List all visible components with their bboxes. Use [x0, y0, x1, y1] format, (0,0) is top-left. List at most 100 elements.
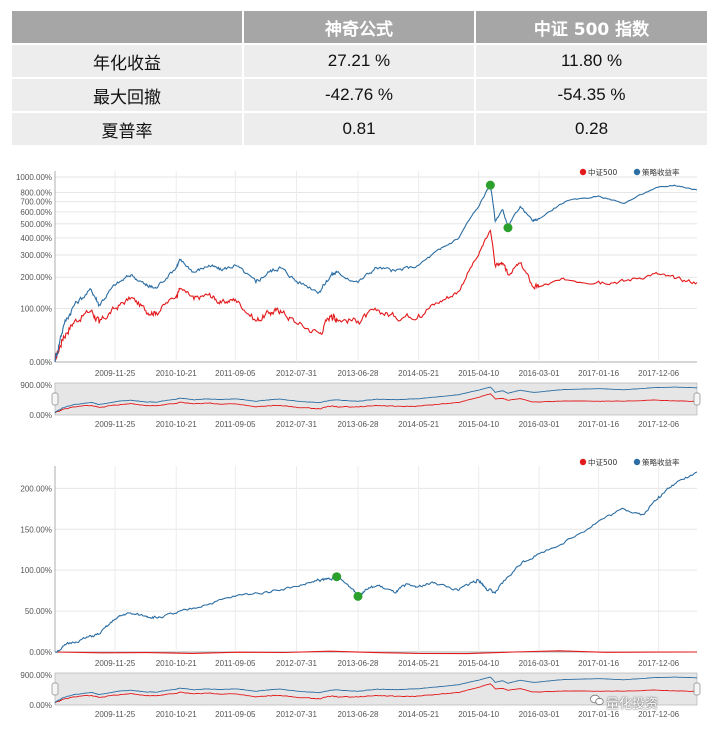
navigator-x-tick: 2014-05-21 [398, 710, 439, 719]
series-line-csi500 [54, 229, 698, 363]
y-tick-label: 100.00% [20, 305, 52, 314]
navigator-x-tick: 2015-04-10 [458, 420, 499, 429]
drawdown-marker [332, 572, 342, 582]
legend-label: 策略收益率 [642, 167, 680, 177]
legend-swatch [579, 458, 587, 466]
y-tick-label: 800.00% [20, 188, 52, 197]
navigator-x-tick: 2017-12-06 [638, 420, 679, 429]
navigator-y-tick: 900.00% [20, 381, 52, 390]
legend-swatch [633, 458, 641, 466]
y-tick-label: 600.00% [20, 208, 52, 217]
watermark-text: 量化投资 [606, 697, 659, 712]
y-tick-label: 0.00% [29, 358, 52, 367]
x-tick-label: 2011-09-05 [215, 659, 256, 668]
navigator-y-tick: 0.00% [29, 411, 52, 420]
navigator-line [54, 676, 697, 704]
x-tick-label: 2017-12-06 [638, 659, 679, 668]
navigator-handle-right[interactable] [693, 392, 701, 406]
navigator-x-tick: 2017-01-16 [578, 710, 619, 719]
legend-swatch [579, 168, 587, 176]
navigator-line [54, 393, 698, 414]
x-tick-label: 2009-11-25 [95, 369, 136, 378]
x-tick-label: 2014-05-21 [398, 659, 439, 668]
navigator-x-tick: 2009-11-25 [95, 710, 136, 719]
x-tick-label: 2012-07-31 [276, 369, 317, 378]
navigator-x-tick: 2016-03-01 [519, 420, 560, 429]
y-tick-label: 700.00% [20, 198, 52, 207]
stats-cell: -54.35 % [475, 78, 709, 113]
stats-row-sharpe: 夏普率 0.81 0.28 [12, 112, 709, 147]
y-tick-label: 300.00% [20, 251, 52, 260]
x-tick-label: 2010-10-21 [156, 659, 197, 668]
x-tick-label: 2010-10-21 [156, 369, 197, 378]
navigator-x-tick: 2012-07-31 [276, 420, 317, 429]
navigator-handle-left[interactable] [51, 392, 59, 406]
stats-row-max-drawdown: 最大回撤 -42.76 % -54.35 % [12, 78, 709, 113]
x-tick-label: 2017-01-16 [578, 369, 619, 378]
navigator-x-tick: 2017-01-16 [578, 420, 619, 429]
stats-header-empty [12, 11, 244, 45]
navigator-x-tick: 2012-07-31 [276, 710, 317, 719]
series-line-strategy [54, 471, 698, 653]
navigator-x-tick: 2013-06-28 [338, 420, 379, 429]
navigator-x-tick: 2010-10-21 [156, 710, 197, 719]
navigator-x-tick: 2009-11-25 [95, 420, 136, 429]
x-tick-label: 2017-12-06 [638, 369, 679, 378]
navigator-line [54, 683, 698, 704]
stats-cell: 11.80 % [475, 44, 709, 79]
navigator-x-tick: 2017-12-06 [638, 710, 679, 719]
stats-cell: -42.76 % [243, 78, 476, 113]
y-tick-label: 500.00% [20, 220, 52, 229]
stats-header-csi500: 中证 500 指数 [475, 11, 709, 45]
y-tick-label: 150.00% [20, 525, 52, 534]
legend-label: 中证500 [588, 167, 618, 177]
navigator-y-tick: 900.00% [20, 671, 52, 680]
stats-row-label: 年化收益 [12, 44, 244, 79]
stats-header-strategy: 神奇公式 [243, 11, 476, 45]
navigator-x-tick: 2016-03-01 [519, 710, 560, 719]
x-tick-label: 2013-06-28 [338, 369, 379, 378]
y-tick-label: 0.00% [29, 648, 52, 657]
x-tick-label: 2017-01-16 [578, 659, 619, 668]
stats-table: 神奇公式 中证 500 指数 年化收益 27.21 % 11.80 % 最大回撤… [12, 11, 709, 147]
navigator-x-tick: 2011-09-05 [215, 420, 256, 429]
navigator-x-tick: 2013-06-28 [338, 710, 379, 719]
series-line-csi500 [54, 650, 698, 655]
x-tick-label: 2012-07-31 [276, 659, 317, 668]
navigator-x-tick: 2010-10-21 [156, 420, 197, 429]
stats-cell: 0.28 [475, 112, 709, 147]
y-tick-label: 100.00% [20, 566, 52, 575]
y-tick-label: 400.00% [20, 234, 52, 243]
navigator-x-tick: 2011-09-05 [215, 710, 256, 719]
stats-row-label: 最大回撤 [12, 78, 244, 113]
navigator-x-tick: 2014-05-21 [398, 420, 439, 429]
drawdown-marker [503, 223, 513, 233]
x-tick-label: 2014-05-21 [398, 369, 439, 378]
stats-cell: 0.81 [243, 112, 476, 147]
y-tick-label: 200.00% [20, 273, 52, 282]
chart-linear-returns: 200.00% 150.00% 100.00% 50.00% 0.00% 2009-11-… [20, 457, 701, 719]
x-tick-label: 2015-04-10 [458, 659, 499, 668]
stats-row-annual-return: 年化收益 27.21 % 11.80 % [12, 44, 709, 79]
stats-row-label: 夏普率 [12, 112, 244, 147]
x-tick-label: 2016-03-01 [519, 369, 560, 378]
y-tick-label: 1000.00% [16, 173, 52, 182]
legend-label: 中证500 [588, 457, 618, 467]
navigator-handle-right[interactable] [693, 682, 701, 696]
drawdown-marker [353, 591, 363, 601]
x-tick-label: 2009-11-25 [95, 659, 136, 668]
stats-header-row: 神奇公式 中证 500 指数 [12, 11, 709, 45]
legend-swatch [633, 168, 641, 176]
drawdown-marker [485, 180, 495, 190]
stats-cell: 27.21 % [243, 44, 476, 79]
y-tick-label: 200.00% [20, 484, 52, 493]
navigator-x-tick: 2015-04-10 [458, 710, 499, 719]
x-tick-label: 2016-03-01 [519, 659, 560, 668]
y-tick-label: 50.00% [25, 607, 52, 616]
x-tick-label: 2011-09-05 [215, 369, 256, 378]
x-tick-label: 2015-04-10 [458, 369, 499, 378]
chart-log-returns: 1000.00% 800.00%700.00%600.00% 500.00% 400.… [16, 167, 701, 429]
navigator-y-tick: 0.00% [29, 701, 52, 710]
legend-label: 策略收益率 [642, 457, 680, 467]
navigator-handle-left[interactable] [51, 682, 59, 696]
